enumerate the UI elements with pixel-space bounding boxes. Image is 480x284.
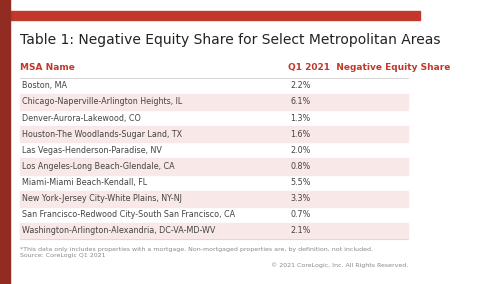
Bar <box>20 191 408 207</box>
Text: *This data only includes properties with a mortgage. Non-mortgaged properties ar: *This data only includes properties with… <box>20 247 373 258</box>
Text: 2.1%: 2.1% <box>290 226 311 235</box>
Bar <box>20 158 408 174</box>
Text: 5.5%: 5.5% <box>290 178 311 187</box>
Text: 0.7%: 0.7% <box>290 210 311 219</box>
Text: 0.8%: 0.8% <box>290 162 311 171</box>
Text: Q1 2021  Negative Equity Share: Q1 2021 Negative Equity Share <box>288 63 451 72</box>
Text: Miami-Miami Beach-Kendall, FL: Miami-Miami Beach-Kendall, FL <box>22 178 147 187</box>
Text: Houston-The Woodlands-Sugar Land, TX: Houston-The Woodlands-Sugar Land, TX <box>22 130 182 139</box>
Bar <box>7 11 420 20</box>
Text: Table 1: Negative Equity Share for Select Metropolitan Areas: Table 1: Negative Equity Share for Selec… <box>20 33 440 47</box>
Text: Las Vegas-Henderson-Paradise, NV: Las Vegas-Henderson-Paradise, NV <box>22 146 162 155</box>
Text: San Francisco-Redwood City-South San Francisco, CA: San Francisco-Redwood City-South San Fra… <box>22 210 235 219</box>
Text: Boston, MA: Boston, MA <box>22 81 67 90</box>
Text: 1.3%: 1.3% <box>290 114 311 123</box>
Text: 1.6%: 1.6% <box>290 130 311 139</box>
Text: Los Angeles-Long Beach-Glendale, CA: Los Angeles-Long Beach-Glendale, CA <box>22 162 175 171</box>
Text: 6.1%: 6.1% <box>290 97 311 106</box>
Text: 3.3%: 3.3% <box>290 194 311 203</box>
Text: New York-Jersey City-White Plains, NY-NJ: New York-Jersey City-White Plains, NY-NJ <box>22 194 182 203</box>
Bar <box>20 126 408 142</box>
Bar <box>20 223 408 239</box>
Text: MSA Name: MSA Name <box>20 63 75 72</box>
Text: © 2021 CoreLogic, Inc. All Rights Reserved.: © 2021 CoreLogic, Inc. All Rights Reserv… <box>271 263 408 268</box>
Text: Denver-Aurora-Lakewood, CO: Denver-Aurora-Lakewood, CO <box>22 114 141 123</box>
Bar <box>0 0 10 284</box>
Text: 2.2%: 2.2% <box>290 81 311 90</box>
Bar <box>20 94 408 110</box>
Text: Chicago-Naperville-Arlington Heights, IL: Chicago-Naperville-Arlington Heights, IL <box>22 97 182 106</box>
Text: 2.0%: 2.0% <box>290 146 311 155</box>
Text: Washington-Arlington-Alexandria, DC-VA-MD-WV: Washington-Arlington-Alexandria, DC-VA-M… <box>22 226 215 235</box>
